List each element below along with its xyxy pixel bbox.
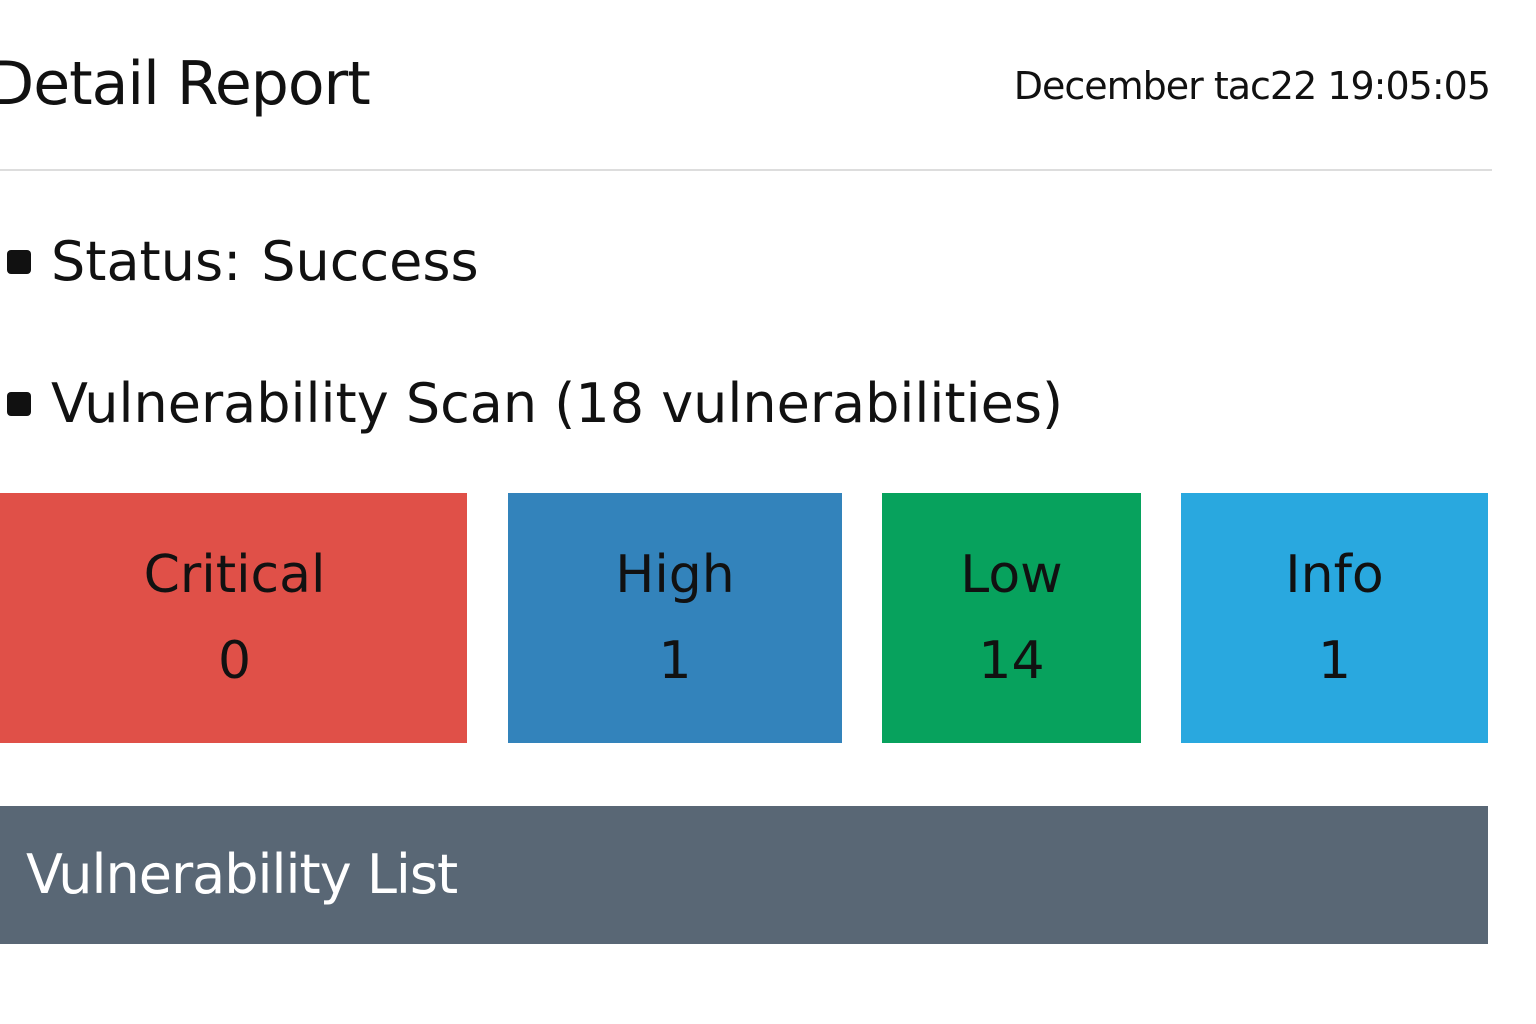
header-divider [0, 169, 1492, 171]
square-bullet-icon [7, 250, 31, 274]
high-label: High [615, 545, 735, 605]
vulnerability-list-header[interactable]: Vulnerability List [0, 806, 1488, 944]
info-label: Info [1285, 545, 1384, 605]
status-value: Success [261, 230, 479, 293]
high-severity-card[interactable]: High 1 [508, 493, 842, 743]
status-line: Status: Success [0, 230, 479, 294]
vulnerability-list-title: Vulnerability List [26, 843, 458, 906]
low-count: 14 [978, 631, 1045, 691]
report-timestamp: December tac22 19:05:05 [1013, 64, 1491, 108]
info-count: 1 [1317, 631, 1352, 691]
critical-severity-card[interactable]: Critical 0 [0, 493, 467, 743]
critical-count: 0 [217, 631, 252, 691]
critical-label: Critical [143, 545, 326, 605]
low-severity-card[interactable]: Low 14 [882, 493, 1141, 743]
status-label: Status: [51, 230, 242, 293]
info-severity-card[interactable]: Info 1 [1181, 493, 1488, 743]
low-label: Low [960, 545, 1063, 605]
vulnerability-scan-summary: Vulnerability Scan (18 vulnerabilities) [51, 372, 1064, 435]
vulnerability-scan-line: Vulnerability Scan (18 vulnerabilities) [0, 372, 1063, 436]
page-title: Detail Report [0, 49, 371, 119]
square-bullet-icon [7, 392, 31, 416]
high-count: 1 [658, 631, 692, 691]
